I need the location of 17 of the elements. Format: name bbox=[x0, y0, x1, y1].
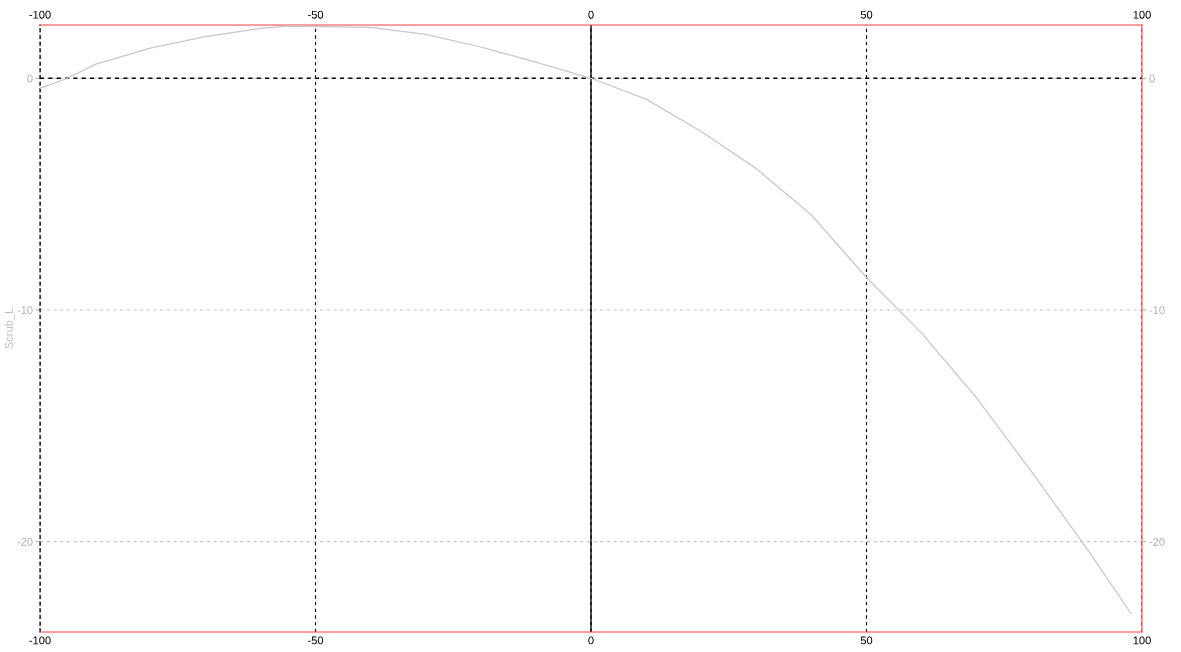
x-tick-label: 0 bbox=[588, 636, 594, 645]
x2-tick-label: -100 bbox=[29, 10, 51, 19]
x-tick-label: 50 bbox=[860, 636, 873, 645]
x-tick-label: 100 bbox=[1133, 636, 1151, 645]
x2-tick-label: -50 bbox=[307, 10, 324, 19]
x-tick-label: -100 bbox=[29, 636, 51, 645]
y-tick-label: -20 bbox=[17, 537, 33, 546]
x2-tick-label: 0 bbox=[588, 10, 594, 19]
x-tick-label: -50 bbox=[307, 636, 324, 645]
y2-tick-label: 0 bbox=[1149, 74, 1155, 83]
y2-tick-label: -10 bbox=[1149, 306, 1165, 315]
x2-tick-label: 100 bbox=[1133, 10, 1151, 19]
y2-tick-label: -20 bbox=[1149, 537, 1165, 546]
x2-tick-label: 50 bbox=[860, 10, 873, 19]
y-axis-title: Scrub_L bbox=[4, 308, 15, 349]
y-tick-label: -10 bbox=[17, 306, 33, 315]
y-tick-label: 0 bbox=[27, 74, 33, 83]
